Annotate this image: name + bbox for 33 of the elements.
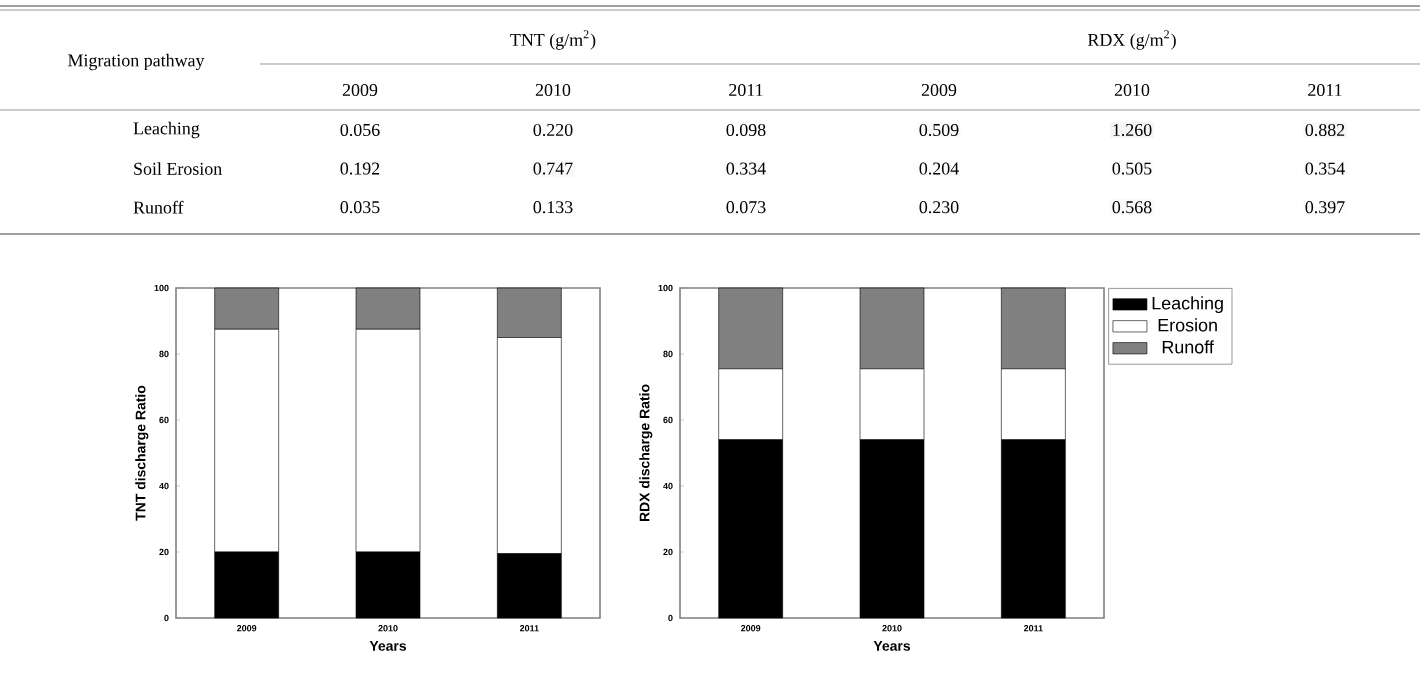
data-label: 0.220 xyxy=(533,123,573,137)
data-label: 0.882 xyxy=(1305,123,1345,137)
data-label: 0.192 xyxy=(340,162,380,175)
data-label: 0.397 xyxy=(1305,201,1345,214)
data-label: 0.747 xyxy=(533,162,573,175)
data-label: 0.204 xyxy=(919,162,959,175)
legend-label: Leaching xyxy=(1152,296,1223,314)
y-tick-label: Leaching xyxy=(133,121,200,139)
data-label: 0.509 xyxy=(919,123,959,137)
data-label: 0.073 xyxy=(726,201,766,214)
text: TNT (g/m$^{2}$) xyxy=(510,30,596,50)
data-label: 0.568 xyxy=(1112,201,1152,214)
data-label: 0.505 xyxy=(1112,162,1152,175)
x-tick-label: 2010 xyxy=(1114,83,1150,97)
data-label: 0.133 xyxy=(533,201,573,214)
data-label: 0.035 xyxy=(340,201,380,214)
text: RDX (g/m$^{2}$) xyxy=(1087,30,1176,50)
x-tick-label: 2009 xyxy=(921,83,957,97)
x-tick-label: 2011 xyxy=(1308,83,1342,97)
y-axis-title: Migration pathway xyxy=(68,53,205,71)
y-tick-label: Soil Erosion xyxy=(134,162,222,175)
legend-label: Runoff xyxy=(1162,340,1214,354)
x-tick-label: 2009 xyxy=(342,83,378,97)
y-tick-label: Runoff xyxy=(133,200,184,214)
x-tick-label: 2011 xyxy=(729,83,763,97)
data-label: 0.334 xyxy=(726,162,766,175)
legend-label: Erosion xyxy=(1158,318,1217,332)
data-label: 0.098 xyxy=(726,123,766,137)
data-label: 0.056 xyxy=(340,123,380,137)
data-label: 0.354 xyxy=(1305,162,1345,175)
data-label: 1.260 xyxy=(1113,123,1152,137)
data-label: 0.230 xyxy=(919,201,959,214)
x-tick-label: 2010 xyxy=(535,83,571,97)
